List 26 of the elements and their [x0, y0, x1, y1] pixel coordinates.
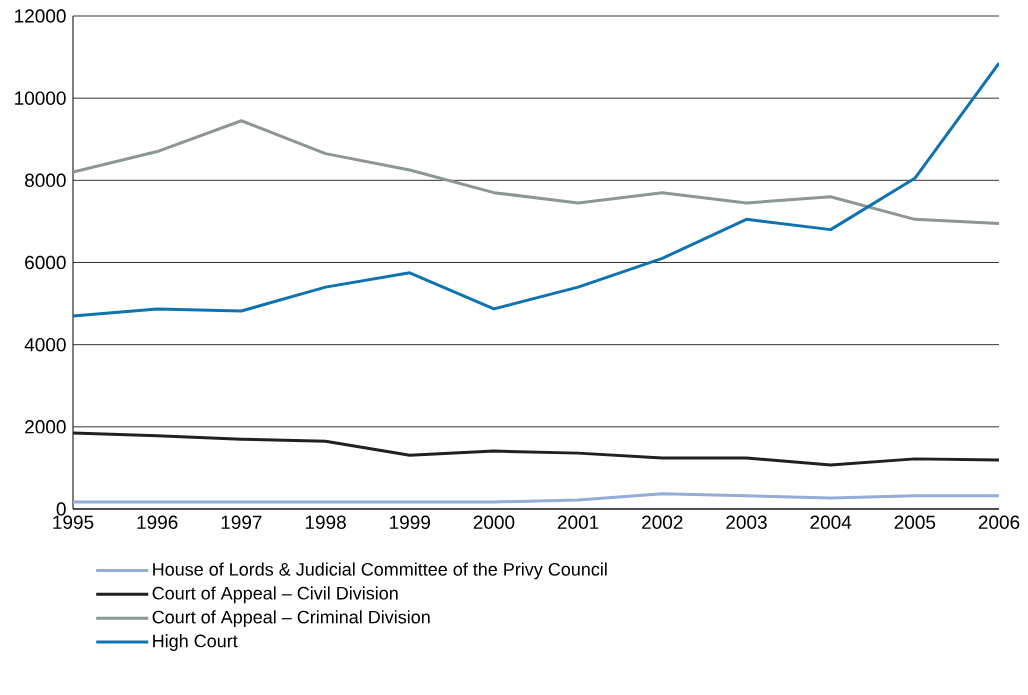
y-tick-label: 2000 [25, 420, 66, 434]
y-tick-label: 4000 [24, 337, 66, 352]
legend-label: High Court [153, 634, 238, 651]
x-tick-label: 2001 [557, 515, 599, 529]
line-series [73, 119, 1000, 225]
legend-label: Court of Appeal – Civil Division [152, 586, 398, 604]
legend-label: Court of Appeal – Criminal Division [152, 610, 430, 628]
x-tick-label: 1999 [390, 515, 430, 529]
line-series [73, 431, 1000, 467]
y-tick-label: 8000 [25, 173, 66, 188]
x-tick-label: 1998 [305, 515, 346, 529]
y-tick-label: 10000 [15, 91, 66, 105]
line-series [73, 61, 1000, 318]
x-tick-label: 1997 [221, 515, 262, 529]
x-tick-label: 2002 [642, 515, 683, 529]
y-tick-label: 6000 [25, 255, 66, 270]
x-tick-label: 2000 [473, 515, 515, 529]
x-tick-label: 2003 [726, 515, 767, 529]
y-tick-label: 12000 [15, 9, 66, 23]
x-tick-label: 2004 [810, 515, 852, 529]
y-tick-label: 0 [56, 502, 66, 516]
x-tick-label: 2005 [894, 515, 936, 529]
x-tick-label: 2006 [978, 515, 1020, 529]
x-tick-label: 1996 [137, 515, 178, 529]
legend-label: House of Lords & Judicial Committee of the Privy Council [153, 562, 607, 580]
x-tick-label: 1995 [53, 515, 94, 529]
